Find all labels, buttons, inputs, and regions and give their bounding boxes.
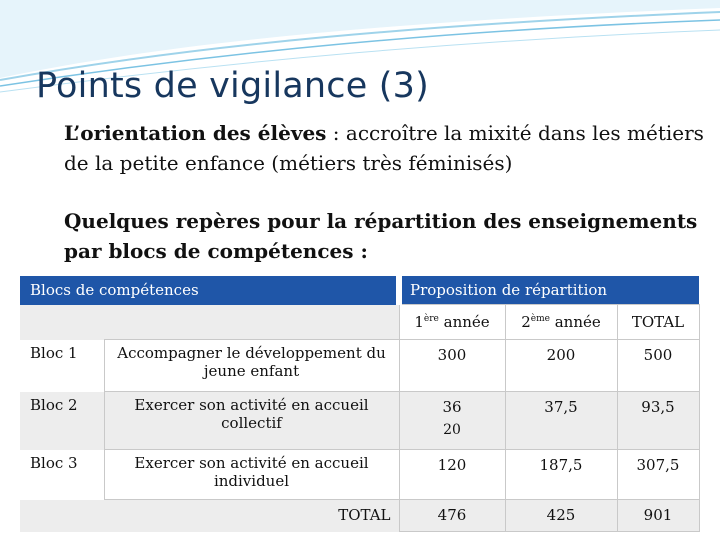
- row1-year2: 200: [504, 339, 618, 392]
- row3-year1: 120: [398, 449, 506, 500]
- col-year1: 1ère année: [398, 304, 506, 340]
- row1-total: 500: [616, 339, 700, 392]
- paragraph-reperes: Quelques repères pour la répartition des…: [64, 209, 698, 263]
- total-year1: 476: [398, 499, 506, 532]
- row1-desc: Accompagner le développement du jeune en…: [103, 339, 400, 392]
- row1-bloc: Bloc 1: [30, 343, 78, 362]
- row2-total: 93,5: [616, 391, 700, 450]
- row2-desc: Exercer son activité en accueil collecti…: [103, 391, 400, 450]
- repartition-table: Blocs de compétences Proposition de répa…: [20, 276, 700, 532]
- total-total: 901: [616, 499, 700, 532]
- subheader-empty: [20, 304, 399, 340]
- row3-bloc: Bloc 3: [30, 453, 78, 472]
- paragraph-orientation: L’orientation des élèves : accroître la …: [64, 118, 714, 178]
- orientation-lead: L’orientation des élèves: [64, 121, 327, 145]
- header-proposition: Proposition de répartition: [396, 276, 699, 305]
- header-blocs: Blocs de compétences: [20, 276, 399, 305]
- page-title: Points de vigilance (3): [36, 66, 429, 106]
- col-total: TOTAL: [616, 304, 700, 340]
- total-year2: 425: [504, 499, 618, 532]
- row3-year2: 187,5: [504, 449, 618, 500]
- col-year2: 2ème année: [504, 304, 618, 340]
- header-swoosh-decoration: [0, 0, 720, 93]
- row2-bloc: Bloc 2: [30, 395, 78, 414]
- orientation-text: : accroître la mixité dans les métiers d…: [64, 121, 704, 175]
- row3-desc: Exercer son activité en accueil individu…: [103, 449, 400, 500]
- total-row-label: TOTAL: [338, 506, 391, 524]
- row2-year1: 36 20: [398, 391, 506, 450]
- row1-year1: 300: [398, 339, 506, 392]
- row3-total: 307,5: [616, 449, 700, 500]
- row2-year2: 37,5: [504, 391, 618, 450]
